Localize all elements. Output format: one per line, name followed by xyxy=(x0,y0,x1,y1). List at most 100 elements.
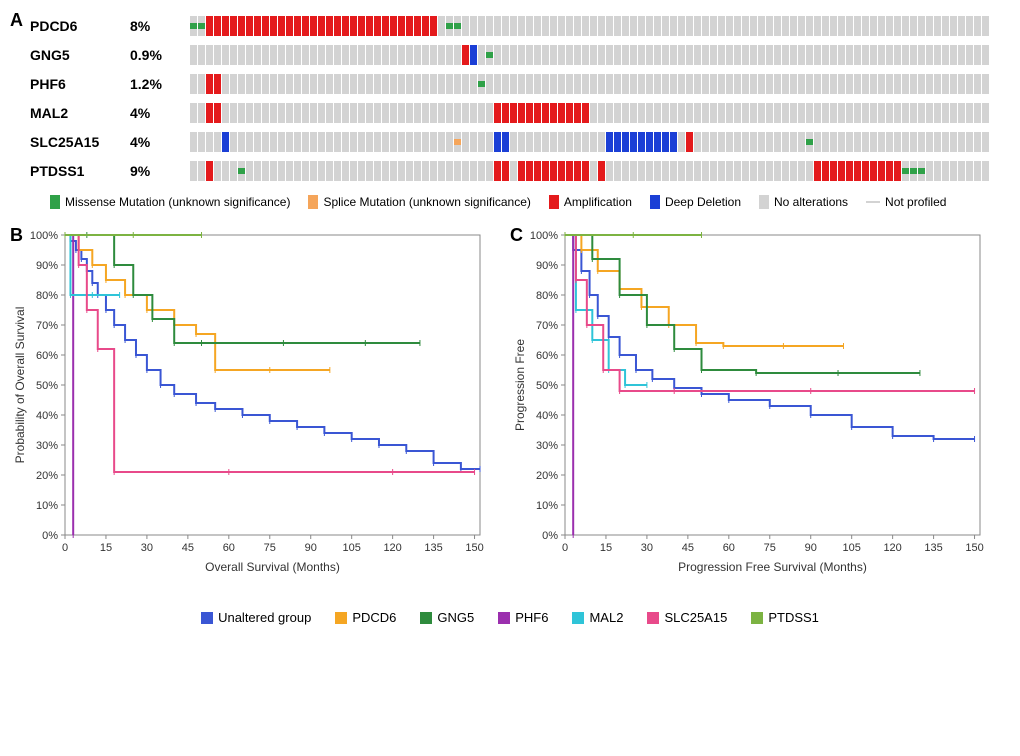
oncoprint-cell xyxy=(926,103,933,123)
oncoprint-cell xyxy=(510,45,517,65)
oncoprint-cell xyxy=(542,132,549,152)
oncoprint-cell xyxy=(382,74,389,94)
oncoprint-cell xyxy=(262,103,269,123)
oncoprint-cell xyxy=(222,16,229,36)
oncoprint-cell xyxy=(510,103,517,123)
svg-text:0: 0 xyxy=(62,542,68,554)
oncoprint-cell xyxy=(270,74,277,94)
oncoprint-cell xyxy=(838,74,845,94)
oncoprint-cell xyxy=(590,161,597,181)
oncoprint-cell xyxy=(406,45,413,65)
oncoprint-cell xyxy=(502,132,509,152)
oncoprint-row: PHF61.2% xyxy=(30,73,1010,95)
svg-text:10%: 10% xyxy=(36,500,58,512)
oncoprint-cell xyxy=(294,103,301,123)
oncoprint-cell xyxy=(206,103,213,123)
oncoprint-cell xyxy=(934,74,941,94)
oncoprint-cell xyxy=(286,45,293,65)
oncoprint-cell xyxy=(294,16,301,36)
oncoprint-cell xyxy=(718,45,725,65)
svg-text:30: 30 xyxy=(641,542,653,554)
oncoprint-cell xyxy=(838,45,845,65)
survival-legend-swatch xyxy=(335,612,347,624)
oncoprint-cell xyxy=(462,132,469,152)
oncoprint-cell xyxy=(918,103,925,123)
oncoprint-cell xyxy=(254,103,261,123)
svg-text:60%: 60% xyxy=(536,350,558,362)
oncoprint-cell xyxy=(782,161,789,181)
oncoprint-cell xyxy=(598,161,605,181)
legend-label: No alterations xyxy=(774,195,848,209)
oncoprint-cell xyxy=(238,103,245,123)
oncoprint-cell xyxy=(670,103,677,123)
oncoprint-cell xyxy=(518,103,525,123)
oncoprint-cell xyxy=(734,103,741,123)
oncoprint-cell xyxy=(422,161,429,181)
oncoprint-cell xyxy=(742,103,749,123)
gene-percent: 8% xyxy=(130,18,190,34)
oncoprint-cell xyxy=(326,103,333,123)
oncoprint-cell xyxy=(526,45,533,65)
oncoprint-cell xyxy=(862,74,869,94)
oncoprint-cell xyxy=(294,132,301,152)
oncoprint-cell xyxy=(438,103,445,123)
oncoprint-cell xyxy=(886,103,893,123)
oncoprint-cell xyxy=(934,132,941,152)
legend-label: Not profiled xyxy=(885,195,946,209)
oncoprint-cell xyxy=(718,161,725,181)
oncoprint-cell xyxy=(654,103,661,123)
oncoprint-cell xyxy=(846,45,853,65)
oncoprint-cell xyxy=(206,74,213,94)
oncoprint-cell xyxy=(790,45,797,65)
oncoprint-cell xyxy=(750,132,757,152)
oncoprint-cell xyxy=(798,161,805,181)
oncoprint-cell xyxy=(686,45,693,65)
oncoprint-cell xyxy=(734,132,741,152)
oncoprint-cell xyxy=(534,16,541,36)
oncoprint-cell xyxy=(630,161,637,181)
oncoprint-cell xyxy=(590,45,597,65)
oncoprint-cell xyxy=(814,74,821,94)
oncoprint-cell xyxy=(982,103,989,123)
oncoprint-cell xyxy=(302,74,309,94)
legend-item: Deep Deletion xyxy=(650,195,741,209)
svg-text:100%: 100% xyxy=(530,230,558,242)
oncoprint-cell xyxy=(558,16,565,36)
oncoprint-cell xyxy=(534,161,541,181)
oncoprint-cell xyxy=(390,161,397,181)
oncoprint-cell xyxy=(718,74,725,94)
oncoprint-cell xyxy=(910,132,917,152)
legend-label: Missense Mutation (unknown significance) xyxy=(65,195,290,209)
svg-text:105: 105 xyxy=(342,542,360,554)
oncoprint-cell xyxy=(566,103,573,123)
oncoprint-cell xyxy=(606,103,613,123)
svg-text:15: 15 xyxy=(100,542,112,554)
oncoprint-cell xyxy=(518,132,525,152)
oncoprint-cell xyxy=(598,45,605,65)
oncoprint-cell xyxy=(686,103,693,123)
oncoprint-cell xyxy=(254,45,261,65)
oncoprint-cell xyxy=(406,74,413,94)
oncoprint-cell xyxy=(190,74,197,94)
oncoprint-cell xyxy=(326,132,333,152)
oncoprint-cell xyxy=(582,45,589,65)
oncoprint-cell xyxy=(814,132,821,152)
oncoprint-cell xyxy=(974,16,981,36)
oncoprint-cell xyxy=(862,45,869,65)
oncoprint-cell xyxy=(862,16,869,36)
oncoprint-cell xyxy=(358,74,365,94)
oncoprint-cell xyxy=(214,16,221,36)
oncoprint-cell xyxy=(198,103,205,123)
oncoprint-cell xyxy=(430,103,437,123)
oncoprint-cell xyxy=(646,16,653,36)
oncoprint-cell xyxy=(870,103,877,123)
oncoprint-cell xyxy=(326,16,333,36)
oncoprint-cell xyxy=(966,132,973,152)
gene-percent: 4% xyxy=(130,105,190,121)
svg-text:90%: 90% xyxy=(36,260,58,272)
oncoprint-cell xyxy=(726,45,733,65)
survival-legend-label: PTDSS1 xyxy=(768,610,819,625)
oncoprint-cell xyxy=(838,161,845,181)
oncoprint-cell xyxy=(790,132,797,152)
panel-label-a: A xyxy=(10,10,23,31)
